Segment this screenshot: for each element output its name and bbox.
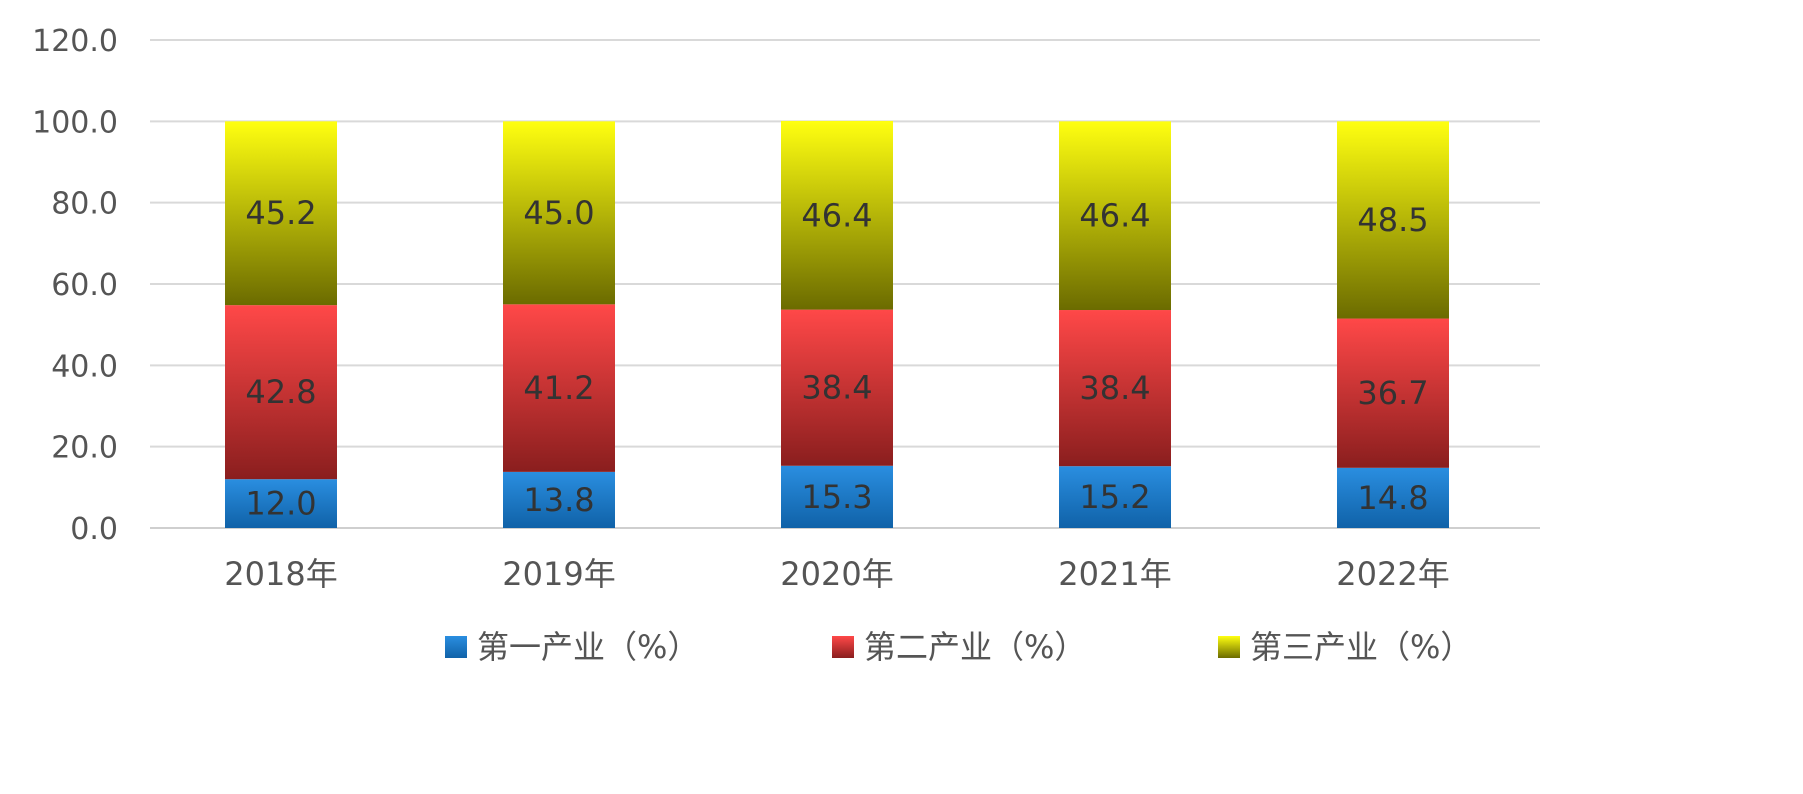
- legend-swatch: [445, 636, 467, 658]
- legend-entry[interactable]: 第二产业（%）: [864, 628, 1086, 666]
- y-axis: 0.0 20.0 40.0 60.0 80.0 100.0 120.0: [32, 24, 118, 547]
- legend-entry[interactable]: 第一产业（%）: [477, 628, 699, 666]
- x-category-label: 2021年: [1058, 555, 1171, 593]
- x-axis: 2018年 2019年 2020年 2021年 2022年: [224, 555, 1449, 593]
- data-label: 46.4: [1079, 197, 1150, 235]
- bar-segment: [1059, 310, 1171, 467]
- bar-segment: [503, 471, 615, 528]
- bar-segment: [781, 465, 893, 528]
- y-tick-label: 40.0: [51, 349, 118, 384]
- legend-swatch: [1218, 636, 1240, 658]
- legend[interactable]: 第一产业（%） 第二产业（%） 第三产业（%）: [445, 628, 1472, 666]
- data-label: 12.0: [245, 485, 316, 523]
- data-label: 42.8: [245, 373, 316, 411]
- data-label: 48.5: [1357, 201, 1428, 239]
- data-label: 13.8: [523, 481, 594, 519]
- data-label: 15.3: [801, 478, 872, 516]
- bar-segment: [1059, 466, 1171, 528]
- bar-segment: [781, 120, 893, 310]
- y-tick-label: 120.0: [32, 24, 118, 59]
- bar-segment: [1337, 467, 1449, 528]
- data-label: 14.8: [1357, 479, 1428, 517]
- x-category-label: 2019年: [502, 555, 615, 593]
- y-tick-label: 0.0: [70, 512, 118, 547]
- y-tick-label: 60.0: [51, 268, 118, 303]
- bar-segment: [225, 305, 337, 480]
- legend-swatch: [832, 636, 854, 658]
- data-label: 15.2: [1079, 478, 1150, 516]
- y-tick-label: 20.0: [51, 431, 118, 466]
- data-labels: 12.0 42.8 45.2 13.8 41.2 45.0 15.3 38.4 46.4 15.2…: [245, 194, 1428, 523]
- bar-segment: [781, 309, 893, 466]
- bar-segment: [503, 121, 615, 305]
- x-category-label: 2022年: [1336, 555, 1449, 593]
- data-label: 38.4: [801, 369, 872, 407]
- bar-segment: [225, 121, 337, 306]
- data-label: 36.7: [1357, 374, 1428, 412]
- bar-segment: [503, 304, 615, 472]
- data-label: 38.4: [1079, 369, 1150, 407]
- y-tick-label: 80.0: [51, 187, 118, 222]
- data-label: 41.2: [523, 369, 594, 407]
- data-label: 46.4: [801, 196, 872, 234]
- bar-segment: [1337, 121, 1449, 319]
- data-label: 45.2: [245, 194, 316, 232]
- legend-entry[interactable]: 第三产业（%）: [1250, 628, 1472, 666]
- x-category-label: 2018年: [224, 555, 337, 593]
- bars: [225, 120, 1449, 528]
- y-tick-label: 100.0: [32, 105, 118, 140]
- bar-segment: [225, 479, 337, 528]
- bar-segment: [1059, 121, 1171, 311]
- data-label: 45.0: [523, 194, 594, 232]
- x-category-label: 2020年: [780, 555, 893, 593]
- bar-segment: [1337, 318, 1449, 468]
